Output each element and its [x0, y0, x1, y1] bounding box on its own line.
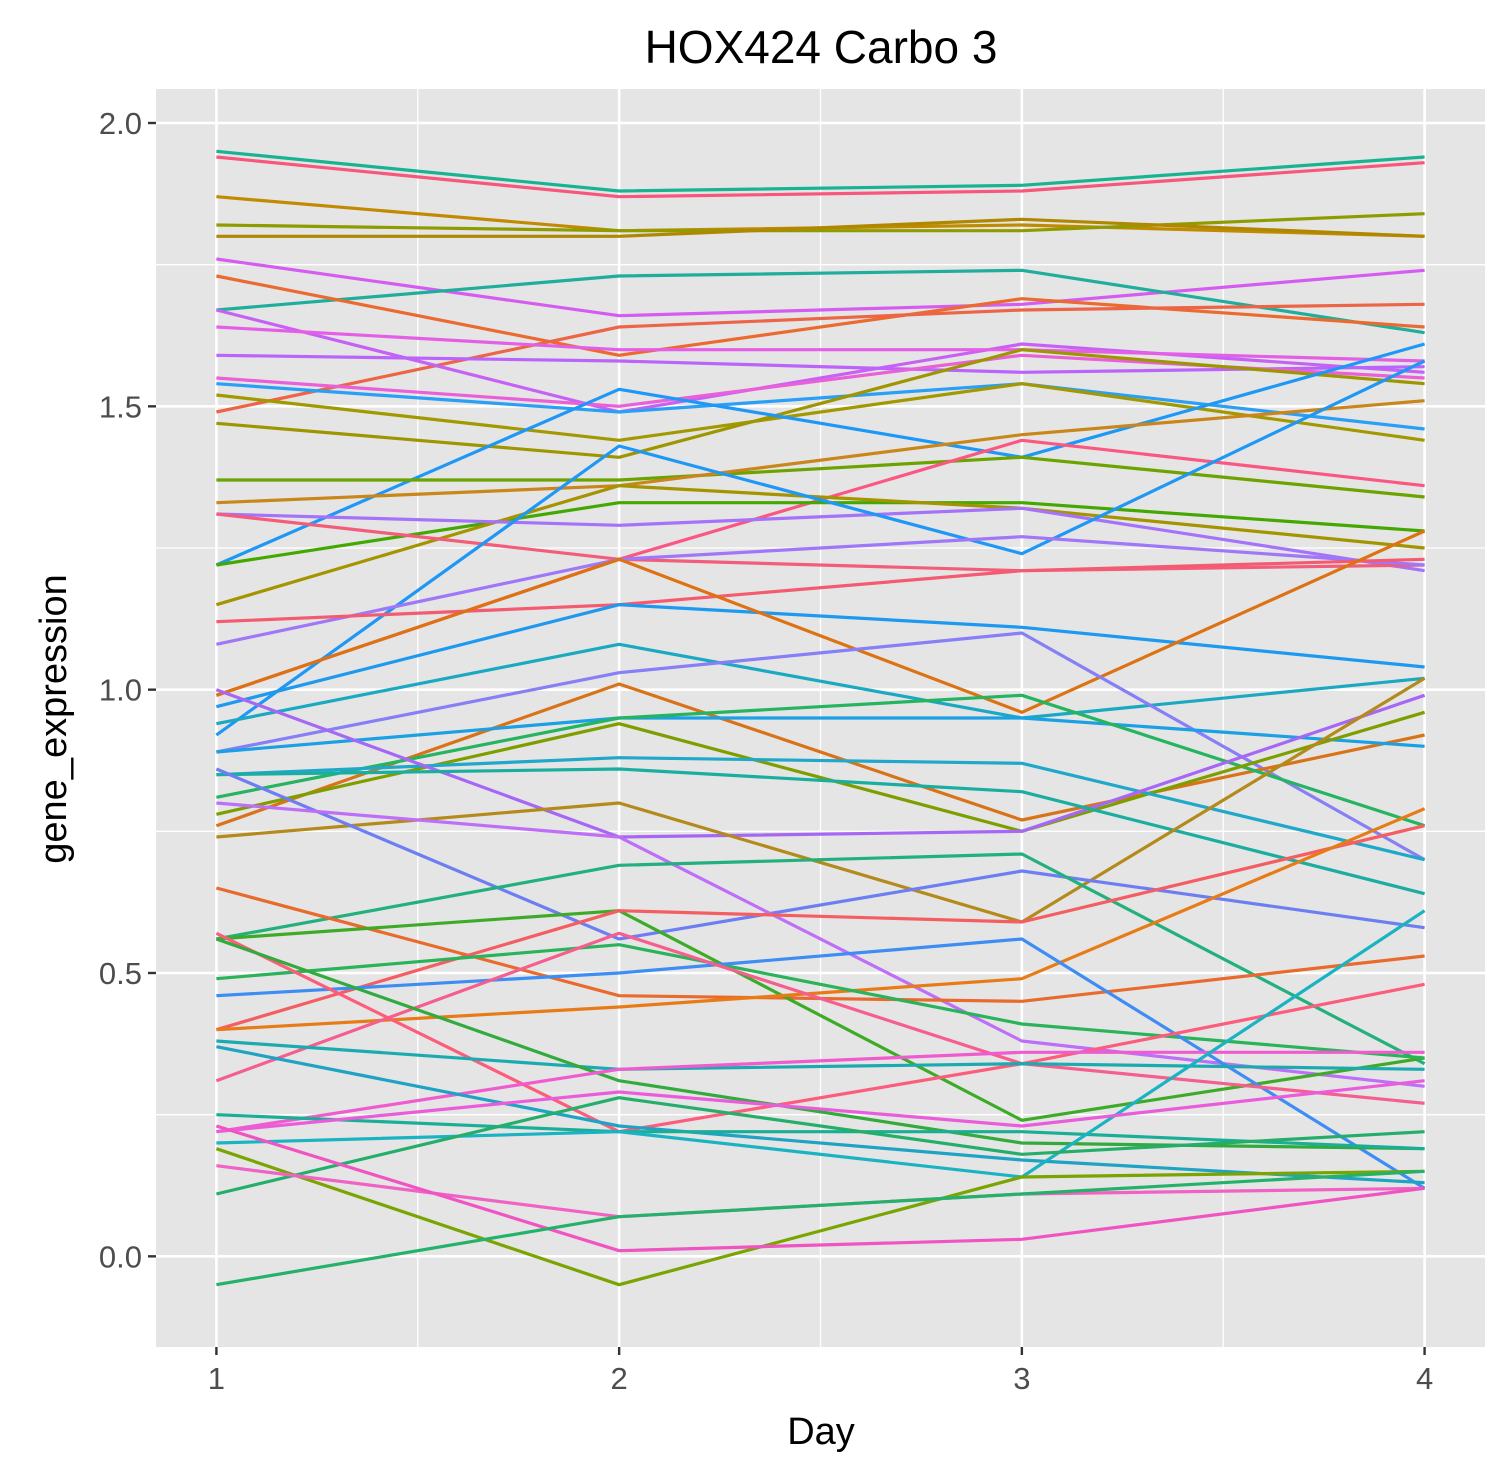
series-line-40: [215, 767, 1425, 941]
series-line-32: [215, 682, 1425, 828]
series-lines: [215, 149, 1426, 1287]
y-tick-label: 2.0: [99, 106, 142, 141]
series-line-10: [216, 308, 1425, 414]
x-tick-label: 1: [208, 1361, 225, 1396]
series-line-26: [216, 535, 1425, 646]
series-line-22: [215, 484, 1425, 607]
series-line-17: [215, 342, 1426, 567]
series-line-19: [216, 399, 1425, 505]
series-line-33: [216, 716, 1425, 754]
series-line-6: [216, 257, 1425, 318]
y-tick-label: 0.5: [99, 956, 142, 991]
series-line-23: [216, 506, 1425, 573]
series-line-55: [216, 1113, 1425, 1151]
series-line-4: [216, 212, 1425, 233]
series-line-8: [216, 274, 1425, 357]
series-line-28: [216, 603, 1425, 709]
series-line-7: [216, 268, 1425, 335]
series-line-9: [216, 302, 1425, 414]
series-line-52: [215, 937, 1425, 1151]
y-tick-label: 0.0: [99, 1239, 142, 1274]
chart-title: HOX424 Carbo 3: [645, 21, 998, 73]
series-line-34: [216, 693, 1426, 828]
series-line-48: [216, 937, 1426, 1190]
series-line-53: [216, 1050, 1425, 1134]
series-line-47: [216, 943, 1425, 1060]
series-line-27: [216, 557, 1425, 624]
series-line-61: [215, 1124, 1425, 1253]
series-line-59: [216, 1096, 1425, 1196]
x-axis: 1 2 3 4: [208, 1347, 1433, 1396]
series-line-14: [216, 382, 1425, 431]
x-tick-label: 2: [611, 1361, 628, 1396]
series-line-51: [216, 1039, 1425, 1071]
series-line-5: [216, 217, 1425, 238]
y-tick-label: 1.0: [99, 673, 142, 708]
series-line-31: [216, 631, 1426, 862]
series-line-11: [216, 325, 1425, 363]
y-axis: 0.0 0.5 1.0 1.5 2.0: [99, 106, 156, 1274]
y-tick-label: 1.5: [99, 389, 142, 424]
x-tick-label: 3: [1013, 1361, 1030, 1396]
series-line-46: [216, 807, 1426, 1032]
series-line-44: [216, 909, 1425, 1122]
series-line-18: [216, 455, 1425, 499]
series-line-58: [215, 1147, 1425, 1287]
series-line-21: [216, 501, 1425, 567]
series-line-15: [216, 382, 1425, 442]
x-tick-label: 4: [1416, 1361, 1433, 1396]
series-line-35: [216, 710, 1426, 833]
series-line-49: [215, 931, 1425, 1105]
series-line-56: [216, 909, 1426, 1179]
series-line-54: [216, 1045, 1425, 1185]
series-line-24: [216, 512, 1425, 573]
y-axis-title: gene_expression: [33, 574, 75, 863]
series-line-16: [216, 348, 1425, 459]
series-line-50: [215, 931, 1425, 1134]
series-line-29: [215, 529, 1426, 714]
series-line-1: [216, 149, 1425, 193]
x-axis-title: Day: [787, 1411, 855, 1453]
series-line-37: [215, 688, 1426, 839]
series-line-57: [216, 1079, 1425, 1134]
series-line-42: [216, 852, 1426, 1066]
series-line-2: [216, 155, 1425, 199]
series-line-38: [216, 767, 1425, 896]
series-line-45: [215, 824, 1425, 1032]
series-line-62: [216, 1169, 1425, 1287]
series-line-30: [216, 642, 1425, 726]
series-line-36: [216, 756, 1425, 862]
series-line-25: [215, 359, 1426, 737]
series-line-12: [216, 353, 1425, 374]
